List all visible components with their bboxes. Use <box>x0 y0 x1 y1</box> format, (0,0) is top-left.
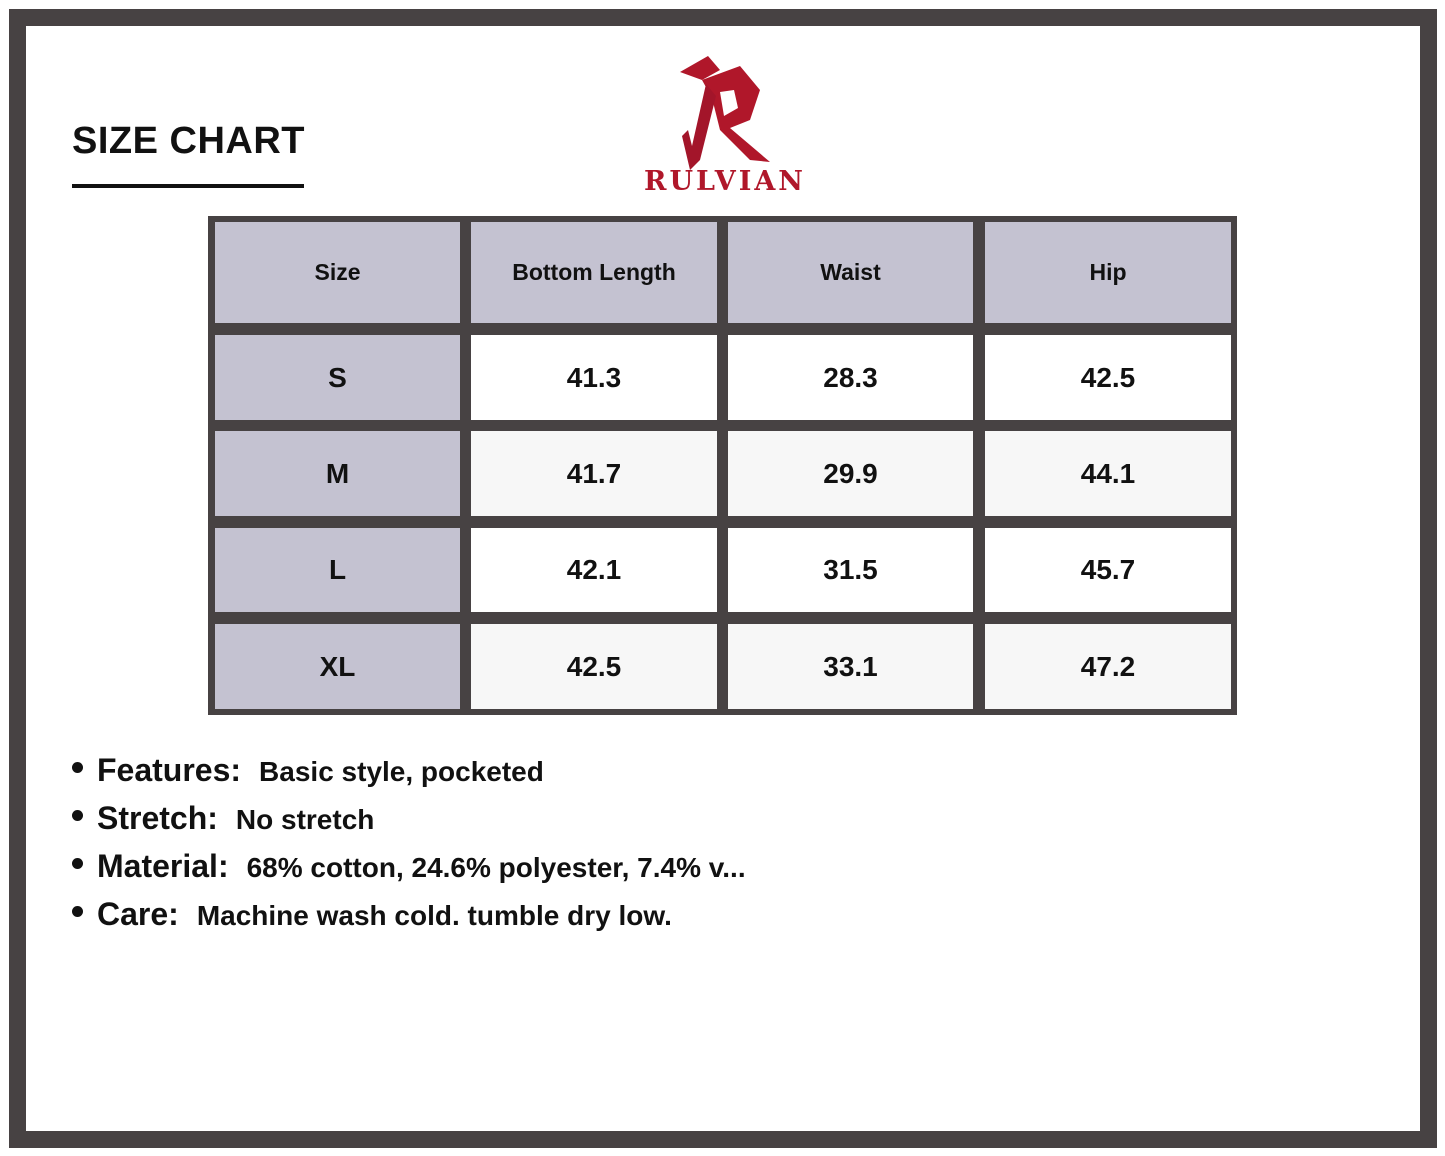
feature-value: No stretch <box>235 804 375 835</box>
size-table: Size Bottom Length Waist Hip S 41.3 28.3 42.5 M 4… <box>208 216 1237 715</box>
size-label: M <box>215 431 460 516</box>
table-cell: 45.7 <box>985 528 1231 612</box>
table-cell: 42.5 <box>471 624 717 709</box>
table-header-2: Waist <box>728 222 973 323</box>
table-cell: 42.1 <box>471 528 717 612</box>
size-label: S <box>215 335 460 420</box>
feature-item: Stretch: No stretch <box>72 800 374 837</box>
page-title: SIZE CHART <box>72 120 305 162</box>
table-cell: 47.2 <box>985 624 1231 709</box>
bullet-icon <box>72 762 83 773</box>
table-cell: 29.9 <box>728 431 973 516</box>
feature-label: Care: <box>97 896 179 932</box>
feature-item: Care: Machine wash cold. tumble dry low. <box>72 896 672 933</box>
table-cell: 28.3 <box>728 335 973 420</box>
table-cell: 42.5 <box>985 335 1231 420</box>
bullet-icon <box>72 906 83 917</box>
table-cell: 41.3 <box>471 335 717 420</box>
feature-label: Stretch: <box>97 800 218 836</box>
rulvian-r-logo-icon <box>680 56 770 170</box>
table-cell: 33.1 <box>728 624 973 709</box>
feature-label: Material: <box>97 848 229 884</box>
table-header-1: Bottom Length <box>471 222 717 323</box>
feature-item: Material: 68% cotton, 24.6% polyester, 7.… <box>72 848 746 885</box>
table-header-3: Hip <box>985 222 1231 323</box>
bullet-icon <box>72 858 83 869</box>
brand-name: RULVIAN <box>644 166 806 197</box>
feature-value: 68% cotton, 24.6% polyester, 7.4% v... <box>246 852 746 883</box>
feature-item: Features: Basic style, pocketed <box>72 752 544 789</box>
table-cell: 44.1 <box>985 431 1231 516</box>
feature-value: Basic style, pocketed <box>259 756 544 787</box>
title-underline <box>72 184 304 188</box>
feature-label: Features: <box>97 752 242 788</box>
bullet-icon <box>72 810 83 821</box>
size-label: XL <box>215 624 460 709</box>
size-label: L <box>215 528 460 612</box>
table-cell: 31.5 <box>728 528 973 612</box>
table-cell: 41.7 <box>471 431 717 516</box>
feature-value: Machine wash cold. tumble dry low. <box>196 900 672 931</box>
table-header-0: Size <box>215 222 460 323</box>
